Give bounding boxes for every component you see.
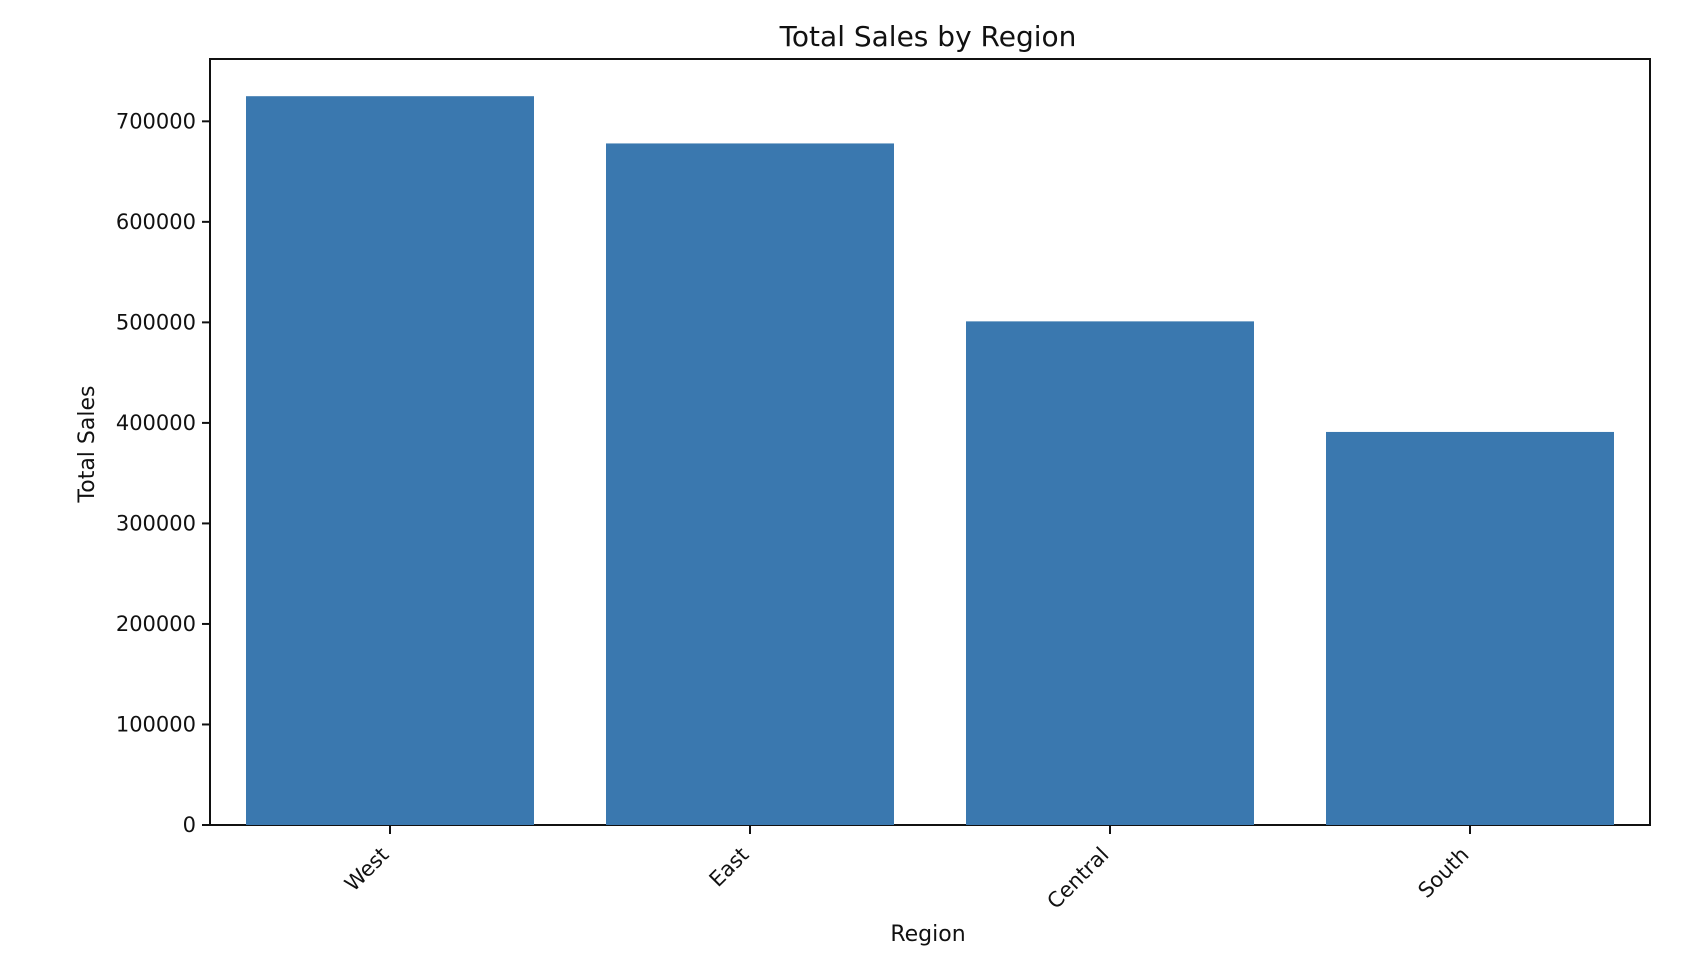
y-tick-label-600000: 600000 [116, 210, 196, 234]
chart-title: Total Sales by Region [779, 20, 1077, 53]
bar-west [246, 96, 534, 826]
x-tick-label-west: West [340, 843, 393, 896]
y-tick-label-0: 0 [183, 813, 196, 837]
bar-east [606, 143, 894, 826]
y-tick-label-200000: 200000 [116, 612, 196, 636]
y-tick-label-100000: 100000 [116, 712, 196, 736]
x-axis-label: Region [890, 922, 965, 947]
bar-central [966, 321, 1254, 825]
y-axis-label: Total Sales [75, 386, 100, 504]
x-tick-label-central: Central [1042, 843, 1113, 914]
y-tick-label-300000: 300000 [116, 511, 196, 535]
x-tick-label-east: East [705, 843, 754, 892]
y-tick-label-400000: 400000 [116, 411, 196, 435]
x-ticks-layer: West East Central South [340, 825, 1474, 914]
bars-layer [246, 96, 1614, 826]
y-tick-label-500000: 500000 [116, 310, 196, 334]
x-tick-label-south: South [1413, 843, 1473, 903]
y-ticks-layer: 0 100000 200000 300000 400000 500000 600000 700… [116, 109, 210, 837]
y-tick-label-700000: 700000 [116, 109, 196, 133]
bar-south [1326, 431, 1614, 825]
